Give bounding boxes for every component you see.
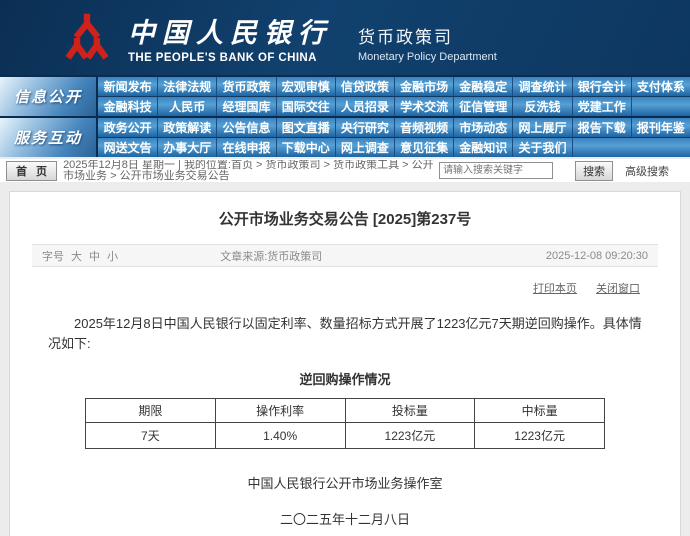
- nav-item-live-broadcast[interactable]: 图文直播: [275, 118, 335, 137]
- nav-item-periodicals[interactable]: 报刊年鉴: [630, 118, 690, 137]
- bank-name-cn: 中国人民银行: [128, 18, 332, 49]
- nav-item-solicit-opinions[interactable]: 意见征集: [394, 138, 453, 157]
- nav-item-bank-accounting[interactable]: 银行会计: [571, 77, 631, 96]
- nav-item-report-download[interactable]: 报告下载: [571, 118, 631, 137]
- col-header-awarded-amount: 中标量: [474, 398, 605, 424]
- article-source: 文章来源:货币政策司: [220, 250, 323, 263]
- nav-item-financial-knowledge[interactable]: 金融知识: [453, 138, 512, 157]
- nav-filler: [630, 97, 690, 116]
- article-meta-bar: 字号 大 中 小 文章来源:货币政策司 2025-12-08 09:20:30: [32, 244, 658, 267]
- nav-item-about-us[interactable]: 关于我们: [512, 138, 571, 157]
- nav-section-info-disclosure: 信息公开 新闻发布 法律法规 货币政策 宏观审慎 信贷政策 金融市场 金融稳定 …: [0, 77, 690, 116]
- nav-item-statistics[interactable]: 调查统计: [512, 77, 571, 96]
- nav-item-online-survey[interactable]: 网上调查: [334, 138, 394, 157]
- article-tools-top: 打印本页 关闭窗口: [10, 280, 640, 296]
- article-body: 2025年12月8日中国人民银行以固定利率、数量招标方式开展了1223亿元7天期…: [48, 316, 642, 352]
- nav-item-laws[interactable]: 法律法规: [157, 77, 216, 96]
- breadcrumb: 2025年12月8日 星期一 | 我的位置:首页 > 货币政策司 > 货币政策工…: [63, 160, 437, 182]
- font-size-large[interactable]: 大: [71, 250, 82, 263]
- search-box: 搜索 高级搜索: [439, 160, 670, 181]
- department-name-en: Monetary Policy Department: [358, 50, 497, 63]
- cell-rate: 1.40%: [214, 422, 346, 450]
- breadcrumb-location: 我的位置:首页 > 货币政策司 > 货币政策工具 > 公开市场业务 > 公开市场…: [63, 159, 434, 182]
- nav-item-news[interactable]: 新闻发布: [103, 80, 152, 94]
- nav-item-treasury[interactable]: 经理国库: [216, 97, 275, 116]
- nav-label-services[interactable]: 服务互动: [0, 118, 96, 157]
- nav-item-recruitment[interactable]: 人员招录: [334, 97, 394, 116]
- nav-item-financial-stability[interactable]: 金融稳定: [453, 77, 512, 96]
- department-block: 货币政策司 Monetary Policy Department: [358, 13, 497, 63]
- nav-item-market-trends[interactable]: 市场动态: [453, 118, 512, 137]
- table-header-row: 期限 操作利率 投标量 中标量: [85, 398, 605, 424]
- article-panel: 公开市场业务交易公告 [2025]第237号 字号 大 中 小 文章来源:货币政…: [9, 191, 681, 536]
- nav-item-macroprudential[interactable]: 宏观审慎: [275, 77, 335, 96]
- search-input[interactable]: [439, 162, 554, 179]
- article-datetime: 2025-12-08 09:20:30: [545, 249, 648, 262]
- nav-item-monetary-policy[interactable]: 货币政策: [216, 77, 275, 96]
- article-sign-date: 二〇二五年十二月八日: [279, 512, 410, 528]
- nav-item-academic[interactable]: 学术交流: [394, 97, 453, 116]
- cell-awarded-amount: 1223亿元: [474, 422, 605, 450]
- font-size-controls: 字号 大 中 小: [42, 248, 220, 264]
- nav-row: 新闻发布 法律法规 货币政策 宏观审慎 信贷政策 金融市场 金融稳定 调查统计 …: [98, 77, 690, 96]
- nav-item-download-center[interactable]: 下载中心: [275, 138, 335, 157]
- bank-name-en: THE PEOPLE'S BANK OF CHINA: [128, 52, 317, 64]
- col-header-tenor: 期限: [85, 398, 216, 424]
- reverse-repo-table: 期限 操作利率 投标量 中标量 7天 1.40% 1223亿元 1223亿元: [85, 398, 605, 450]
- nav-item-audio-video[interactable]: 音频视频: [394, 118, 453, 137]
- nav-item-credit-policy[interactable]: 信贷政策: [334, 77, 394, 96]
- table-row: 7天 1.40% 1223亿元 1223亿元: [85, 422, 605, 450]
- font-size-small[interactable]: 小: [107, 250, 118, 263]
- nav-item-party-building[interactable]: 党建工作: [571, 97, 631, 116]
- nav-item-gov-affairs[interactable]: 政务公开: [103, 121, 152, 135]
- nav-item-renminbi[interactable]: 人民币: [157, 97, 216, 116]
- font-size-medium[interactable]: 中: [89, 250, 100, 263]
- nav-item-payment-systems[interactable]: 支付体系: [630, 77, 690, 96]
- nav-item-online-notices[interactable]: 网送文告: [103, 141, 152, 155]
- print-page-link[interactable]: 打印本页: [532, 283, 577, 295]
- breadcrumb-divider: |: [178, 159, 181, 171]
- main-navigation: 信息公开 新闻发布 法律法规 货币政策 宏观审慎 信贷政策 金融市场 金融稳定 …: [0, 75, 690, 157]
- nav-row: 网送文告 办事大厅 在线申报 下载中心 网上调查 意见征集 金融知识 关于我们: [98, 137, 690, 157]
- search-button[interactable]: 搜索: [575, 160, 614, 181]
- current-date: 2025年12月8日 星期一: [63, 159, 175, 171]
- operation-table-title: 逆回购操作情况: [299, 372, 391, 388]
- col-header-bid-amount: 投标量: [344, 398, 476, 424]
- nav-item-online-exhibition[interactable]: 网上展厅: [512, 118, 571, 137]
- advanced-search-link[interactable]: 高级搜索: [625, 165, 670, 178]
- page-title: 公开市场业务交易公告 [2025]第237号: [218, 211, 472, 228]
- nav-item-online-filing[interactable]: 在线申报: [216, 138, 275, 157]
- nav-item-policy-interpretation[interactable]: 政策解读: [157, 118, 216, 137]
- nav-section-services: 服务互动 政务公开 政策解读 公告信息 图文直播 央行研究 音频视频 市场动态 …: [0, 118, 690, 157]
- nav-item-credit-reporting[interactable]: 征信管理: [453, 97, 512, 116]
- cell-bid-amount: 1223亿元: [344, 422, 476, 450]
- breadcrumb-bar: 首 页 2025年12月8日 星期一 | 我的位置:首页 > 货币政策司 > 货…: [0, 159, 690, 182]
- bank-name-block: 中国人民银行 THE PEOPLE'S BANK OF CHINA: [128, 11, 332, 64]
- nav-item-fintech[interactable]: 金融科技: [103, 100, 152, 114]
- nav-row: 金融科技 人民币 经理国库 国际交往 人员招录 学术交流 征信管理 反洗钱 党建…: [98, 96, 690, 116]
- nav-item-anti-money-laundering[interactable]: 反洗钱: [512, 97, 571, 116]
- site-header: 中国人民银行 THE PEOPLE'S BANK OF CHINA 货币政策司 …: [0, 0, 690, 75]
- nav-row: 政务公开 政策解读 公告信息 图文直播 央行研究 音频视频 市场动态 网上展厅 …: [98, 118, 690, 137]
- nav-item-research[interactable]: 央行研究: [334, 118, 394, 137]
- nav-filler: [571, 138, 690, 157]
- nav-item-announcements[interactable]: 公告信息: [216, 118, 275, 137]
- cell-tenor: 7天: [85, 422, 216, 450]
- nav-item-international[interactable]: 国际交往: [275, 97, 335, 116]
- pboc-logo-icon: [65, 13, 109, 60]
- home-button[interactable]: 首 页: [6, 160, 58, 181]
- col-header-rate: 操作利率: [214, 398, 346, 424]
- close-window-link[interactable]: 关闭窗口: [596, 283, 640, 295]
- nav-item-financial-markets[interactable]: 金融市场: [394, 77, 453, 96]
- article-signature: 中国人民银行公开市场业务操作室: [247, 476, 443, 492]
- font-size-label: 字号: [42, 250, 64, 263]
- nav-item-service-hall[interactable]: 办事大厅: [157, 138, 216, 157]
- nav-label-info-disclosure[interactable]: 信息公开: [0, 77, 96, 116]
- department-name-cn: 货币政策司: [358, 27, 453, 47]
